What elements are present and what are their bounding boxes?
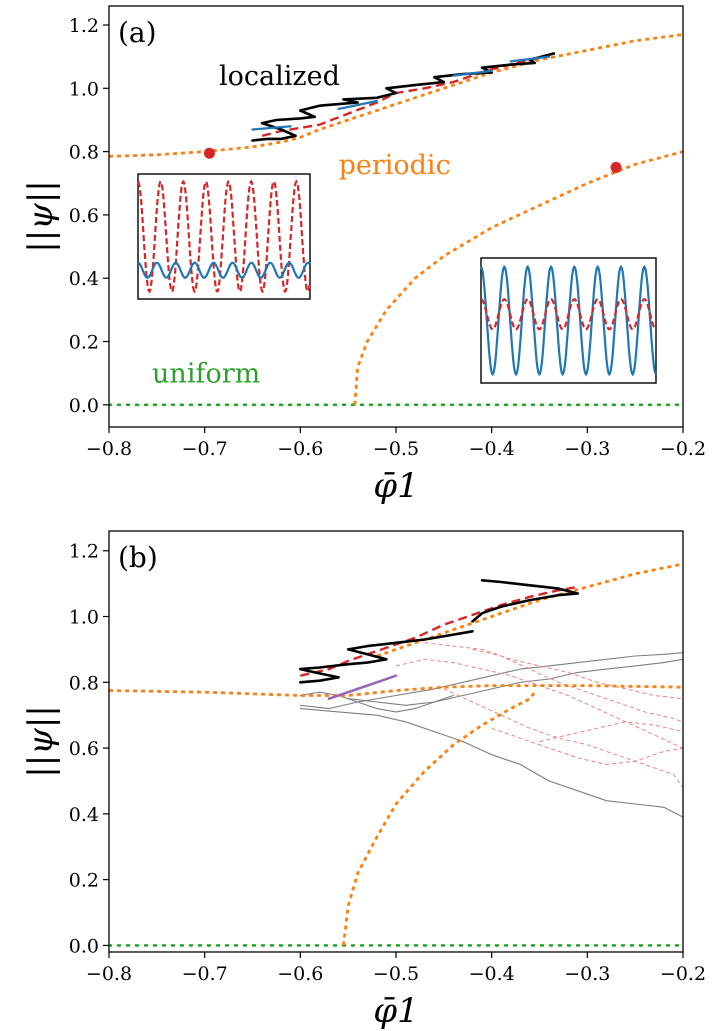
series-line-pink [472,648,683,723]
series-line-gray [299,708,683,818]
y-tick-label: 1.0 [69,78,99,100]
series-line-periodic [109,33,683,158]
x-tick-label: −0.3 [564,438,610,460]
x-tick-label: −0.2 [660,438,706,460]
y-tick-label: 0.0 [69,935,99,957]
inset-wave-red [480,298,657,331]
x-tick-label: −0.5 [373,963,419,985]
y-tick-label: 0.4 [69,804,99,826]
y-axis-label: ||ψ|| [21,180,61,252]
x-tick-label: −0.8 [86,438,132,460]
panel-1-plot-area [109,562,683,947]
x-tick-label: −0.7 [182,438,228,460]
y-tick-label: 0.6 [69,205,99,227]
series-line-localized-blue [509,55,551,63]
x-axis-label: φ̄1 [373,466,418,506]
series-line-pink [443,688,683,788]
series-line-localized-blue [337,99,378,110]
series-line-pink [424,642,683,700]
y-tick-label: 0.8 [69,142,99,164]
x-axis-label: φ̄1 [373,991,418,1031]
x-tick-label: −0.7 [182,963,228,985]
y-tick-label: 0.8 [69,672,99,694]
inset-wave-red [137,179,312,294]
x-tick-label: −0.4 [469,438,515,460]
series-line-gray [347,658,683,706]
y-tick-label: 0.2 [69,870,99,892]
y-axis-label: ||ψ|| [21,705,61,777]
y-tick-label: 1.2 [69,541,99,563]
series-line-localized [471,579,580,623]
x-tick-label: −0.6 [277,438,323,460]
x-tick-label: −0.8 [86,963,132,985]
series-line-localized-blue [251,125,292,131]
series-line-purple [327,674,398,700]
series-line-localized-red [300,585,579,677]
inset-right [480,257,657,384]
y-tick-label: 0.0 [69,395,99,417]
y-tick-label: 0.4 [69,268,99,290]
y-tick-label: 1.0 [69,607,99,629]
panel-label: (b) [118,541,158,574]
series-line-periodic [376,562,683,658]
x-tick-label: −0.3 [564,963,610,985]
annotation-localized: localized [219,61,340,92]
inset-left [137,173,312,300]
inset-wave-blue [480,264,657,377]
data-point-marker [610,161,622,173]
series-line-periodic [342,691,536,946]
y-tick-label: 1.2 [69,15,99,37]
series-line-pink [395,658,683,749]
inset-wave-blue [137,261,311,279]
annotation-uniform: uniform [152,359,260,390]
series-line-localized-blue [452,69,493,77]
annotation-periodic: periodic [339,150,451,181]
x-tick-label: −0.5 [373,438,419,460]
panel-0-plot-area [109,33,683,407]
series-line-periodic [109,684,683,697]
x-tick-label: −0.4 [469,963,515,985]
series-line-localized [299,630,474,684]
series-line-pink [539,721,683,742]
inset-frame [137,173,311,300]
y-tick-label: 0.2 [69,332,99,354]
data-point-marker [203,147,215,159]
series-line-periodic [353,150,683,405]
plot-frame [108,530,684,953]
y-tick-label: 0.6 [69,738,99,760]
series-line-pink [491,727,683,765]
series-line-gray [299,691,454,713]
x-tick-label: −0.2 [660,963,706,985]
panel-label: (a) [118,16,157,49]
x-tick-label: −0.6 [277,963,323,985]
